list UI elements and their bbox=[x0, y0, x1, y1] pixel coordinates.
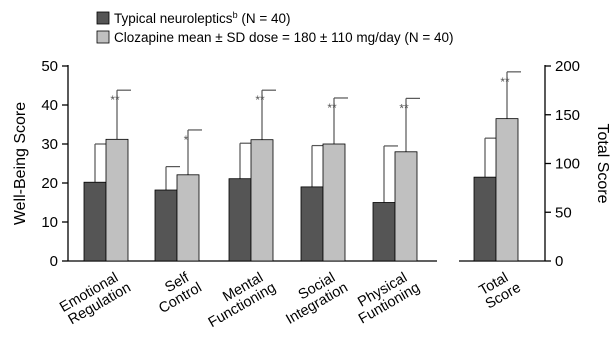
category-label: SocialIntegration bbox=[276, 267, 351, 328]
significance-marker: ** bbox=[327, 101, 337, 115]
bar-clozapine bbox=[322, 143, 346, 262]
right-tick-label: 100 bbox=[555, 156, 580, 173]
significance-marker: ** bbox=[399, 101, 409, 115]
bar-clozapine bbox=[176, 174, 200, 262]
right-axis: 0 50 100 150 200 Total Score bbox=[459, 58, 611, 270]
category-labels: EmotionalRegulation SelfControl MentalFunc… bbox=[57, 267, 524, 331]
bar-typical bbox=[83, 181, 107, 262]
left-tick-label: 50 bbox=[41, 58, 58, 75]
right-axis-title: Total Score bbox=[594, 123, 611, 203]
category-label: EmotionalRegulation bbox=[57, 267, 134, 329]
bar-clozapine bbox=[105, 138, 129, 262]
category-label: TotalScore bbox=[475, 267, 523, 313]
category-label: PhysicalFuntioning bbox=[349, 267, 423, 328]
bars: ******* **** bbox=[83, 71, 521, 262]
bar-typical bbox=[228, 178, 252, 262]
left-tick-label: 10 bbox=[41, 214, 58, 231]
bar-typical bbox=[300, 186, 324, 262]
significance-marker: ** bbox=[255, 93, 265, 107]
left-tick-label: 30 bbox=[41, 136, 58, 153]
legend-label-0: Typical neurolepticsb (N = 40) bbox=[114, 10, 290, 26]
bar-typical bbox=[473, 176, 497, 262]
left-tick-label: 40 bbox=[41, 97, 58, 114]
significance-marker: ** bbox=[500, 75, 510, 89]
significance-marker: * bbox=[184, 133, 189, 147]
bar-clozapine bbox=[250, 139, 274, 262]
bar-clozapine bbox=[394, 151, 418, 262]
significance-marker: ** bbox=[110, 93, 120, 107]
category-label: MentalFunctioning bbox=[198, 267, 278, 331]
legend: Typical neurolepticsb (N = 40) Clozapine … bbox=[96, 10, 454, 45]
right-tick-label: 200 bbox=[555, 58, 580, 75]
right-tick-label: 0 bbox=[555, 253, 563, 270]
legend-swatch-0 bbox=[96, 11, 110, 25]
left-tick-label: 0 bbox=[50, 253, 58, 270]
bar-typical bbox=[372, 202, 396, 262]
left-axis-title: Well-Being Score bbox=[12, 102, 29, 225]
legend-label-1: Clozapine mean ± SD dose = 180 ± 110 mg/… bbox=[114, 30, 454, 45]
legend-swatch-1 bbox=[96, 30, 110, 44]
category-label: SelfControl bbox=[149, 267, 205, 317]
left-axis: 0 10 20 30 40 50 Well-Being Score bbox=[12, 58, 437, 270]
left-tick-label: 20 bbox=[41, 175, 58, 192]
bar-typical bbox=[154, 189, 178, 262]
bar-clozapine bbox=[495, 118, 519, 262]
right-tick-label: 50 bbox=[555, 204, 572, 221]
right-tick-label: 150 bbox=[555, 107, 580, 124]
